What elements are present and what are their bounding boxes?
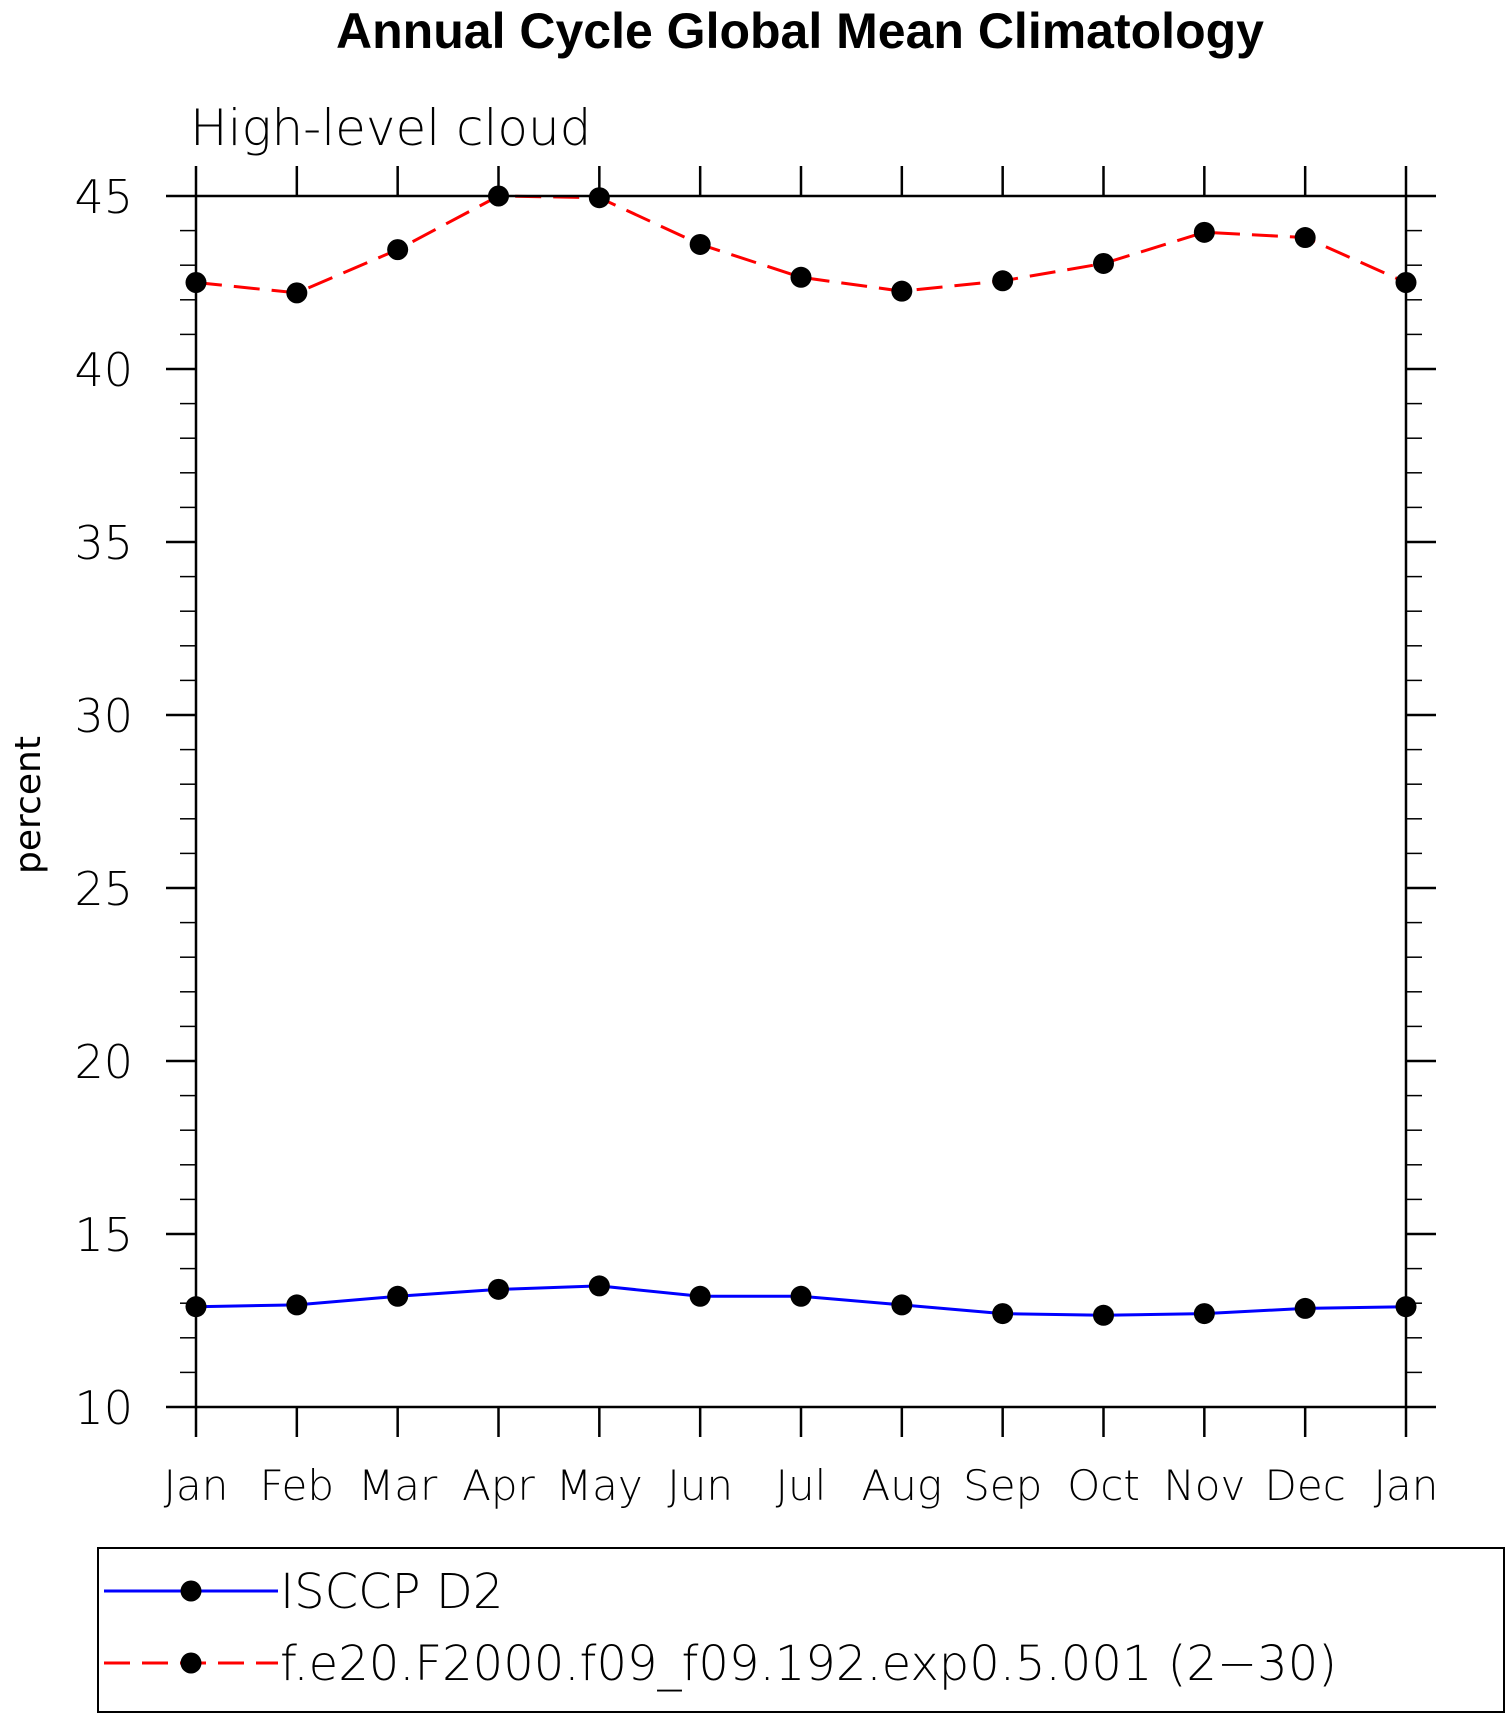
x-tick-label: Dec xyxy=(1265,1461,1346,1510)
legend-marker xyxy=(180,1652,202,1674)
legend-marker xyxy=(180,1580,202,1602)
data-point xyxy=(387,239,409,261)
data-point xyxy=(992,270,1014,292)
x-tick-label: Sep xyxy=(963,1461,1042,1510)
data-point xyxy=(689,233,711,255)
data-point xyxy=(992,1303,1014,1325)
x-tick-label: Jun xyxy=(667,1461,733,1510)
x-tick-label: Jul xyxy=(776,1461,827,1510)
data-point xyxy=(286,282,308,304)
data-point xyxy=(1193,221,1215,243)
legend-label: f.e20.F2000.f09_f09.192.exp0.5.001 (2−30… xyxy=(280,1636,1337,1692)
x-tick-label: Oct xyxy=(1067,1461,1140,1510)
data-point xyxy=(689,1285,711,1307)
x-tick-label: May xyxy=(556,1461,643,1510)
data-point xyxy=(891,1294,913,1316)
legend: ISCCP D2 f.e20.F2000.f09_f09.192.exp0.5.0… xyxy=(97,1547,1505,1713)
y-axis-label: percent xyxy=(8,736,49,874)
axis-ticks xyxy=(166,166,1436,1437)
plot-frame xyxy=(194,194,1408,1409)
tick-labels: 10 15 20 25 30 35 40 45 Jan Feb Mar Apr May Jun Jul Aug… xyxy=(74,170,1438,1510)
x-tick-label: Jan xyxy=(164,1461,229,1510)
data-point xyxy=(790,1285,812,1307)
y-tick-label: 10 xyxy=(74,1381,133,1435)
legend-label: ISCCP D2 xyxy=(280,1564,503,1620)
series-layer xyxy=(185,185,1417,1326)
data-point xyxy=(387,1285,409,1307)
data-point xyxy=(1093,252,1114,274)
y-tick-label: 35 xyxy=(74,516,133,570)
data-point xyxy=(588,187,610,209)
x-tick-label: Jan xyxy=(1374,1461,1439,1510)
data-point xyxy=(588,1275,610,1297)
legend-box xyxy=(97,1547,1505,1713)
data-point xyxy=(1093,1304,1114,1326)
x-tick-label: Mar xyxy=(358,1461,438,1510)
y-tick-label: 20 xyxy=(74,1035,133,1089)
y-tick-label: 30 xyxy=(74,689,133,743)
data-point xyxy=(286,1294,308,1316)
chart-subtitle: High-level cloud xyxy=(190,99,591,157)
data-point xyxy=(790,266,812,288)
data-point xyxy=(891,280,913,302)
series-2 xyxy=(185,185,1417,304)
data-point xyxy=(1193,1303,1215,1325)
y-tick-label: 25 xyxy=(74,862,133,916)
y-tick-label: 15 xyxy=(74,1208,133,1262)
x-tick-label: Nov xyxy=(1163,1461,1245,1510)
series-1 xyxy=(185,1275,1417,1326)
y-tick-label: 45 xyxy=(74,170,133,224)
data-point xyxy=(1294,227,1316,249)
x-tick-label: Aug xyxy=(862,1461,943,1510)
x-tick-label: Apr xyxy=(462,1461,535,1510)
chart-title: Annual Cycle Global Mean Climatology xyxy=(336,3,1264,59)
data-point xyxy=(1294,1297,1316,1319)
data-point xyxy=(488,1278,509,1300)
x-tick-label: Feb xyxy=(260,1461,334,1510)
y-tick-label: 40 xyxy=(74,343,133,397)
